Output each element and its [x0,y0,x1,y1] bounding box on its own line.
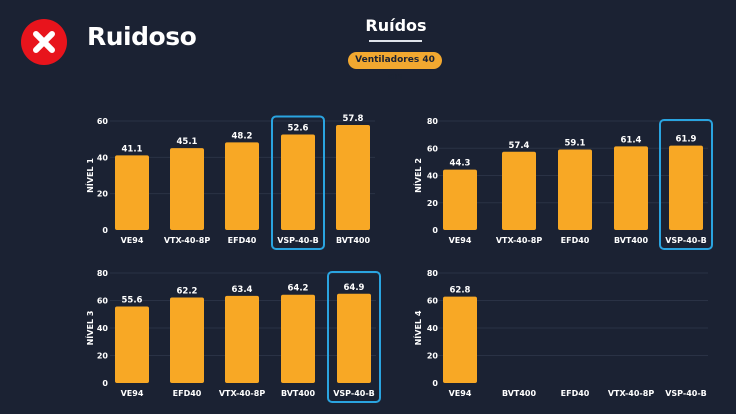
y-tick-label: 80 [97,269,109,278]
data-label: 41.1 [122,144,143,154]
bar [558,149,592,230]
x-tick-label: EFD40 [561,236,590,245]
data-label: 64.9 [344,283,365,293]
y-tick-label: 0 [102,226,108,235]
bar [170,148,204,230]
chart-4: 0 20 40 60 80 NÍVEL 4 62.8 VE94 BVT400 EFD40 VTX-4… [412,269,708,398]
y-tick-label: 60 [97,117,109,126]
x-tick-label: VSP-40-B [277,236,319,245]
x-tick-label: VE94 [449,389,472,398]
y-axis-label: NÍVEL 4 [412,310,423,345]
bar [281,294,315,383]
y-tick-label: 60 [427,144,439,153]
data-label: 62.8 [450,286,471,296]
y-axis-label: NÍVEL 2 [412,158,423,193]
category-pill: Ventiladores 40 cm [348,52,442,82]
y-tick-label: 40 [97,153,109,162]
y-tick-label: 0 [432,226,438,235]
y-tick-label: 0 [432,379,438,388]
data-label: 44.3 [450,159,471,169]
data-label: 55.6 [122,296,143,306]
chart-2: 0 20 40 60 80 NÍVEL 2 44.3 VE94 57.4 VTX-40-8P 59.… [412,117,713,250]
data-label: 57.4 [509,141,530,151]
y-tick-label: 80 [427,269,439,278]
y-tick-label: 60 [427,297,439,306]
data-label: 61.9 [676,135,697,145]
data-label: 57.8 [343,114,364,124]
data-label: 59.1 [565,138,586,148]
bar [443,169,477,230]
y-tick-label: 80 [427,117,439,126]
x-tick-label: VE94 [121,389,144,398]
status-label: Ruidoso [87,22,197,51]
highlight-box [271,115,325,251]
x-tick-label: BVT400 [614,236,649,245]
x-circle-icon [21,19,67,65]
data-label: 52.6 [288,123,309,133]
x-tick-label: VTX-40-8P [164,236,211,245]
x-tick-label: BVT400 [281,389,316,398]
highlight-box [327,271,381,403]
chart-3: 0 20 40 60 80 NÍVEL 3 55.6 VE94 62.2 EFD40 63.4 VTX… [84,269,381,403]
y-axis-label: NÍVEL 1 [84,158,95,193]
x-tick-label: EFD40 [561,389,590,398]
data-label: 62.2 [177,286,198,296]
bar [669,145,703,230]
y-tick-label: 20 [97,190,109,199]
data-label: 64.2 [288,284,309,294]
y-tick-label: 20 [427,199,439,208]
bar [281,134,315,230]
x-tick-label: EFD40 [228,236,257,245]
x-tick-label: VTX-40-8P [608,389,655,398]
x-tick-label: VE94 [121,236,144,245]
data-label: 48.2 [232,131,253,141]
x-tick-label: VTX-40-8P [219,389,266,398]
x-tick-label: VSP-40-B [333,389,375,398]
x-tick-label: VSP-40-B [665,389,707,398]
x-tick-label: BVT400 [336,236,371,245]
highlight-box [659,119,713,250]
data-label: 45.1 [177,137,198,147]
bar [115,155,149,230]
bar [337,293,371,383]
y-tick-label: 20 [427,352,439,361]
y-tick-label: 40 [97,324,109,333]
page-title: Ruídos [365,16,427,35]
bar [225,142,259,230]
y-tick-label: 40 [427,172,439,181]
data-label: 61.4 [621,135,642,145]
bar [115,306,149,383]
y-tick-label: 40 [427,324,439,333]
y-axis-label: NÍVEL 3 [84,311,95,346]
x-tick-label: VSP-40-B [665,236,707,245]
y-tick-label: 20 [97,352,109,361]
x-tick-label: VTX-40-8P [496,236,543,245]
y-tick-label: 0 [102,379,108,388]
x-tick-label: EFD40 [173,389,202,398]
bar [170,297,204,383]
x-tick-label: VE94 [449,236,472,245]
x-tick-label: BVT400 [502,389,537,398]
chart-1: 0 20 40 60 NÍVEL 1 41.1 VE94 45.1 VTX-40-8P 48.2 E… [84,114,375,251]
bar [225,295,259,383]
bar [502,151,536,230]
title-divider [369,40,422,42]
bar [443,296,477,383]
bar [614,146,648,230]
bar [336,124,370,230]
data-label: 63.4 [232,285,253,295]
y-tick-label: 60 [97,297,109,306]
